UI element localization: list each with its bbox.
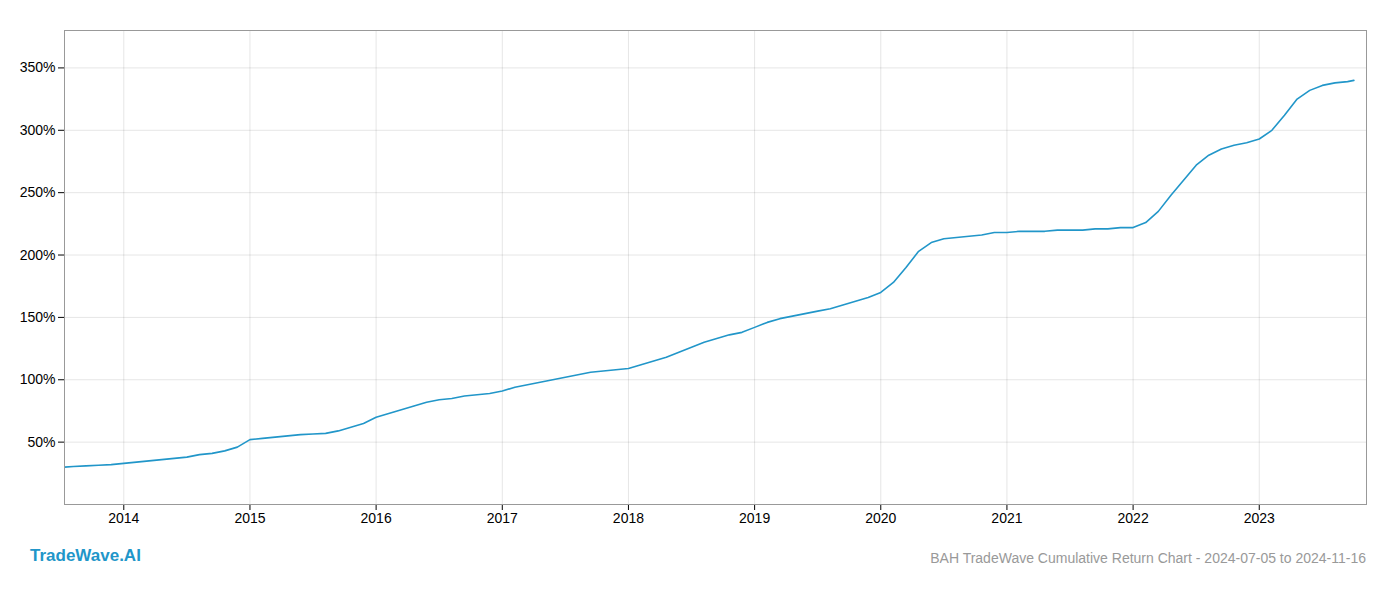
svg-text:150%: 150% [20,309,56,325]
svg-text:2018: 2018 [613,510,644,526]
svg-text:2023: 2023 [1244,510,1275,526]
svg-text:200%: 200% [20,247,56,263]
html-text:TradeWave.AI: TradeWave.AI [30,546,141,565]
svg-text:2019: 2019 [739,510,770,526]
svg-text:250%: 250% [20,184,56,200]
svg-text:350%: 350% [20,59,56,75]
svg-text:100%: 100% [20,371,56,387]
svg-text:2017: 2017 [487,510,518,526]
svg-text:50%: 50% [27,434,55,450]
svg-text:2020: 2020 [865,510,896,526]
svg-text:300%: 300% [20,122,56,138]
svg-text:2022: 2022 [1118,510,1149,526]
html-text:BAH TradeWave Cumulative Retur: BAH TradeWave Cumulative Return Chart - … [930,550,1366,566]
svg-text:2021: 2021 [991,510,1022,526]
svg-text:2015: 2015 [234,510,265,526]
svg-text:2014: 2014 [108,510,139,526]
svg-text:2016: 2016 [361,510,392,526]
